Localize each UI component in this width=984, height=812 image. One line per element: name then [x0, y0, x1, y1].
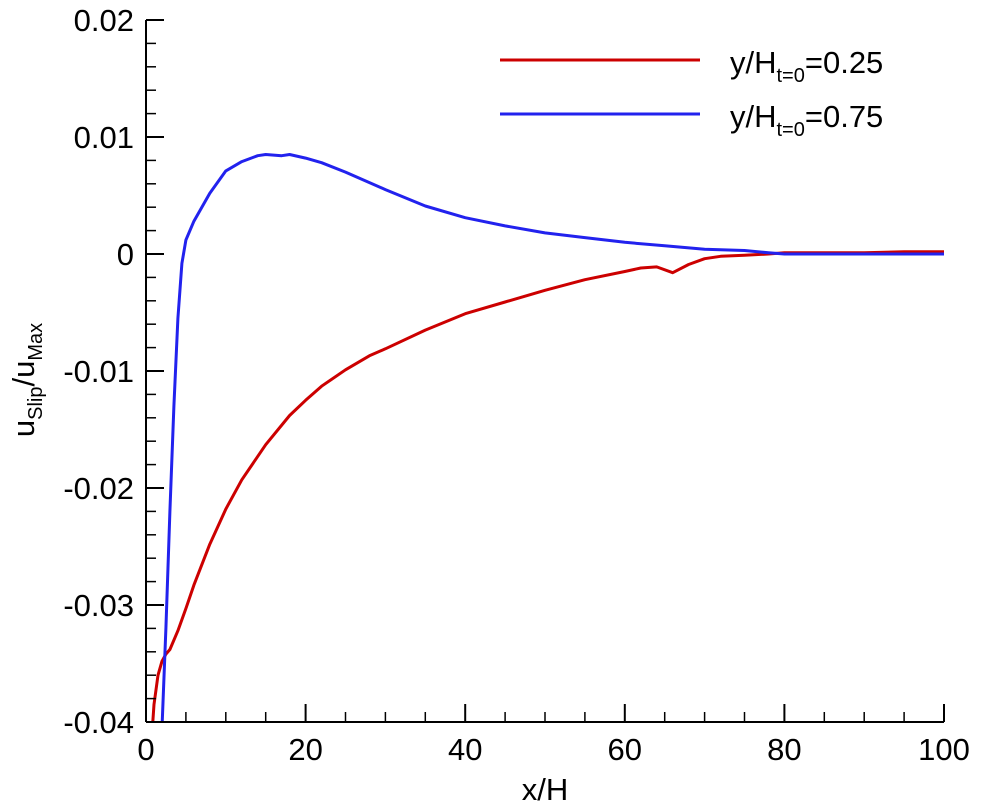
- y-tick-label: -0.04: [63, 705, 134, 740]
- y-tick-label: 0.01: [74, 120, 134, 155]
- y-tick-label: 0.02: [74, 3, 134, 38]
- y-axis-title-main-1: u: [6, 420, 41, 437]
- series-line-1: [151, 250, 944, 722]
- y-tick-label: 0: [117, 237, 134, 272]
- x-axis-title: x/H: [522, 772, 569, 807]
- legend: y/Ht=0=0.25 y/Ht=0=0.75: [500, 45, 883, 141]
- x-tick-label: 100: [918, 732, 970, 767]
- y-tick-label: -0.02: [63, 471, 134, 506]
- legend-label-series-2-post: =0.75: [805, 99, 883, 134]
- legend-label-series-2-sub: t=0: [777, 119, 805, 141]
- y-axis-title-main-2: /u: [6, 361, 41, 387]
- legend-label-series-1-pre: y/H: [730, 45, 777, 80]
- legend-label-series-1-post: =0.25: [805, 45, 883, 80]
- legend-label-series-2: y/Ht=0=0.75: [730, 99, 883, 141]
- y-axis-title: uSlip/uMax: [6, 323, 47, 437]
- legend-label-series-1: y/Ht=0=0.25: [730, 45, 883, 87]
- legend-label-series-2-pre: y/H: [730, 99, 777, 134]
- series-line-2: [160, 153, 944, 722]
- y-axis-title-sub-1: Slip: [25, 387, 47, 420]
- x-tick-label: 60: [608, 732, 642, 767]
- plot-area: -0.04 -0.03 -0.02 -0.01 0 0.01 0.02 0 20 40 60 80 10…: [63, 3, 970, 767]
- y-tick-label: -0.01: [63, 354, 134, 389]
- y-axis-title-sub-2: Max: [25, 323, 47, 361]
- x-tick-label: 20: [288, 732, 322, 767]
- x-tick-label: 80: [767, 732, 801, 767]
- legend-label-series-1-sub: t=0: [777, 65, 805, 87]
- y-tick-label: -0.03: [63, 588, 134, 623]
- x-tick-label: 0: [137, 732, 154, 767]
- x-tick-label: 40: [448, 732, 482, 767]
